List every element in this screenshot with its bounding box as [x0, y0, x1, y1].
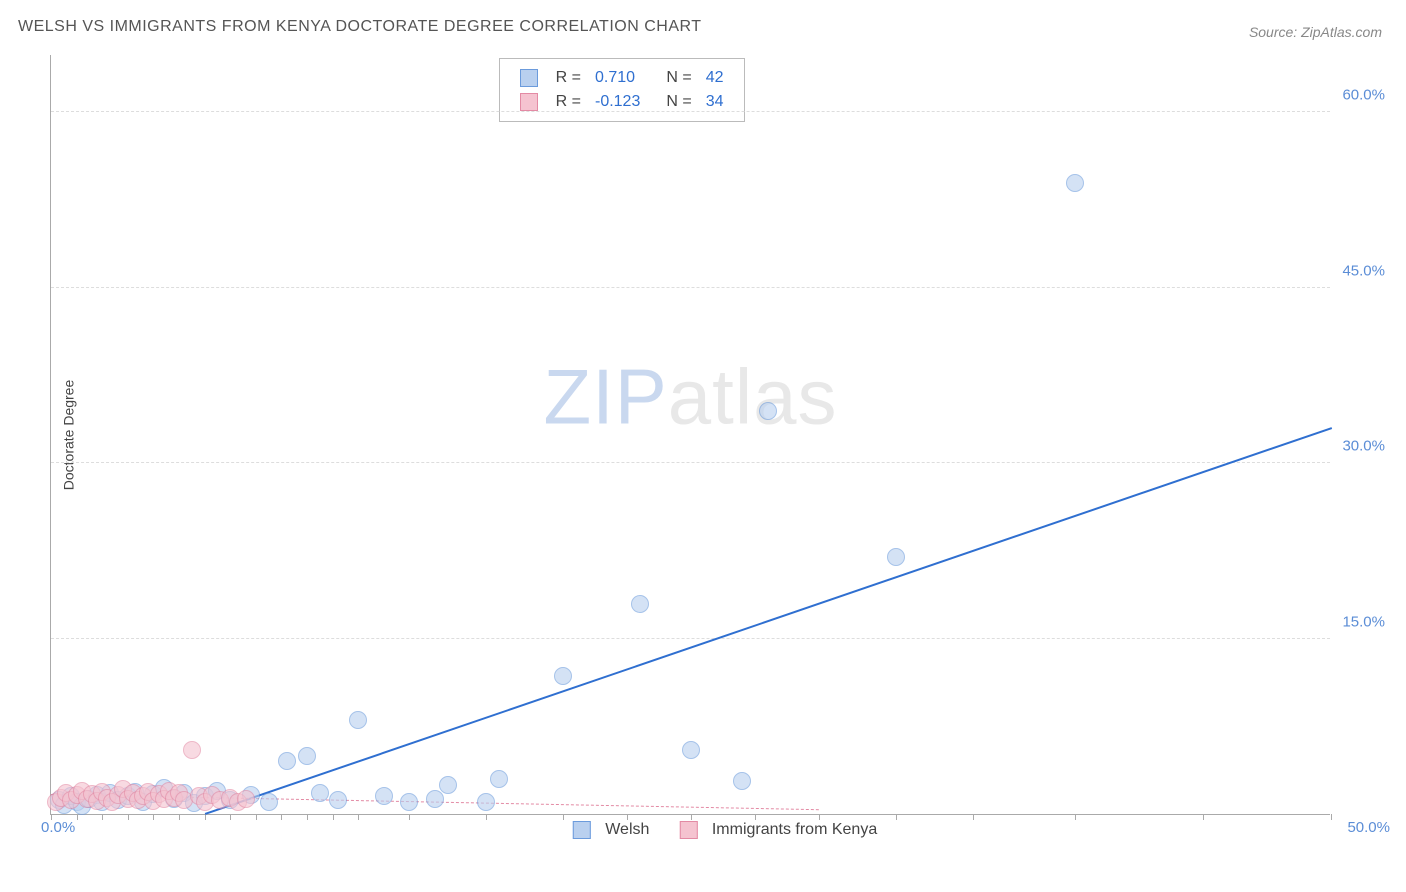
x-tick — [627, 814, 628, 820]
data-point — [260, 793, 278, 811]
chart-title: WELSH VS IMMIGRANTS FROM KENYA DOCTORATE… — [18, 18, 702, 36]
watermark: ZIPatlas — [543, 351, 837, 442]
gridline — [51, 638, 1330, 639]
data-point — [439, 776, 457, 794]
legend-swatch-icon — [520, 69, 538, 87]
x-tick — [1075, 814, 1076, 820]
x-tick — [307, 814, 308, 820]
data-point — [298, 747, 316, 765]
data-point — [237, 790, 255, 808]
legend-item: Welsh — [563, 821, 650, 838]
x-tick — [358, 814, 359, 820]
data-point — [554, 667, 572, 685]
legend-row: R =-0.123N =34 — [514, 91, 730, 113]
x-tick — [51, 814, 52, 820]
data-point — [278, 752, 296, 770]
x-tick — [896, 814, 897, 820]
x-tick — [281, 814, 282, 820]
x-tick — [973, 814, 974, 820]
data-point — [887, 548, 905, 566]
data-point — [682, 741, 700, 759]
data-point — [349, 711, 367, 729]
data-point — [375, 787, 393, 805]
data-point — [477, 793, 495, 811]
x-tick — [153, 814, 154, 820]
legend-swatch-icon — [573, 821, 591, 839]
y-tick-label: 45.0% — [1342, 262, 1385, 279]
series-legend: Welsh Immigrants from Kenya — [553, 821, 887, 839]
x-tick — [563, 814, 564, 820]
data-point — [311, 784, 329, 802]
legend-item: Immigrants from Kenya — [669, 821, 877, 838]
y-tick-label: 15.0% — [1342, 613, 1385, 630]
data-point — [1066, 174, 1084, 192]
data-point — [490, 770, 508, 788]
x-tick — [205, 814, 206, 820]
x-tick — [691, 814, 692, 820]
trend-line — [204, 427, 1331, 814]
x-tick — [1331, 814, 1332, 820]
x-tick — [333, 814, 334, 820]
gridline — [51, 111, 1330, 112]
data-point — [183, 741, 201, 759]
x-tick — [230, 814, 231, 820]
correlation-legend: R =0.710N =42R =-0.123N =34 — [499, 58, 745, 122]
data-point — [759, 402, 777, 420]
y-tick-label: 60.0% — [1342, 87, 1385, 104]
x-tick — [755, 814, 756, 820]
x-tick — [256, 814, 257, 820]
x-tick — [1203, 814, 1204, 820]
x-tick — [179, 814, 180, 820]
legend-row: R =0.710N =42 — [514, 67, 730, 89]
x-tick — [77, 814, 78, 820]
gridline — [51, 462, 1330, 463]
source-label: Source: ZipAtlas.com — [1249, 24, 1382, 40]
legend-swatch-icon — [520, 93, 538, 111]
data-point — [733, 772, 751, 790]
x-tick — [819, 814, 820, 820]
data-point — [631, 595, 649, 613]
scatter-chart: Doctorate Degree ZIPatlas 0.0% 50.0% R =… — [50, 55, 1390, 845]
x-tick — [409, 814, 410, 820]
x-axis-max-label: 50.0% — [1347, 819, 1390, 836]
gridline — [51, 287, 1330, 288]
x-tick — [486, 814, 487, 820]
data-point — [329, 791, 347, 809]
x-axis-min-label: 0.0% — [41, 819, 75, 836]
x-tick — [128, 814, 129, 820]
y-tick-label: 30.0% — [1342, 438, 1385, 455]
legend-swatch-icon — [679, 821, 697, 839]
y-axis-label: Doctorate Degree — [60, 379, 76, 490]
x-tick — [102, 814, 103, 820]
data-point — [400, 793, 418, 811]
data-point — [426, 790, 444, 808]
